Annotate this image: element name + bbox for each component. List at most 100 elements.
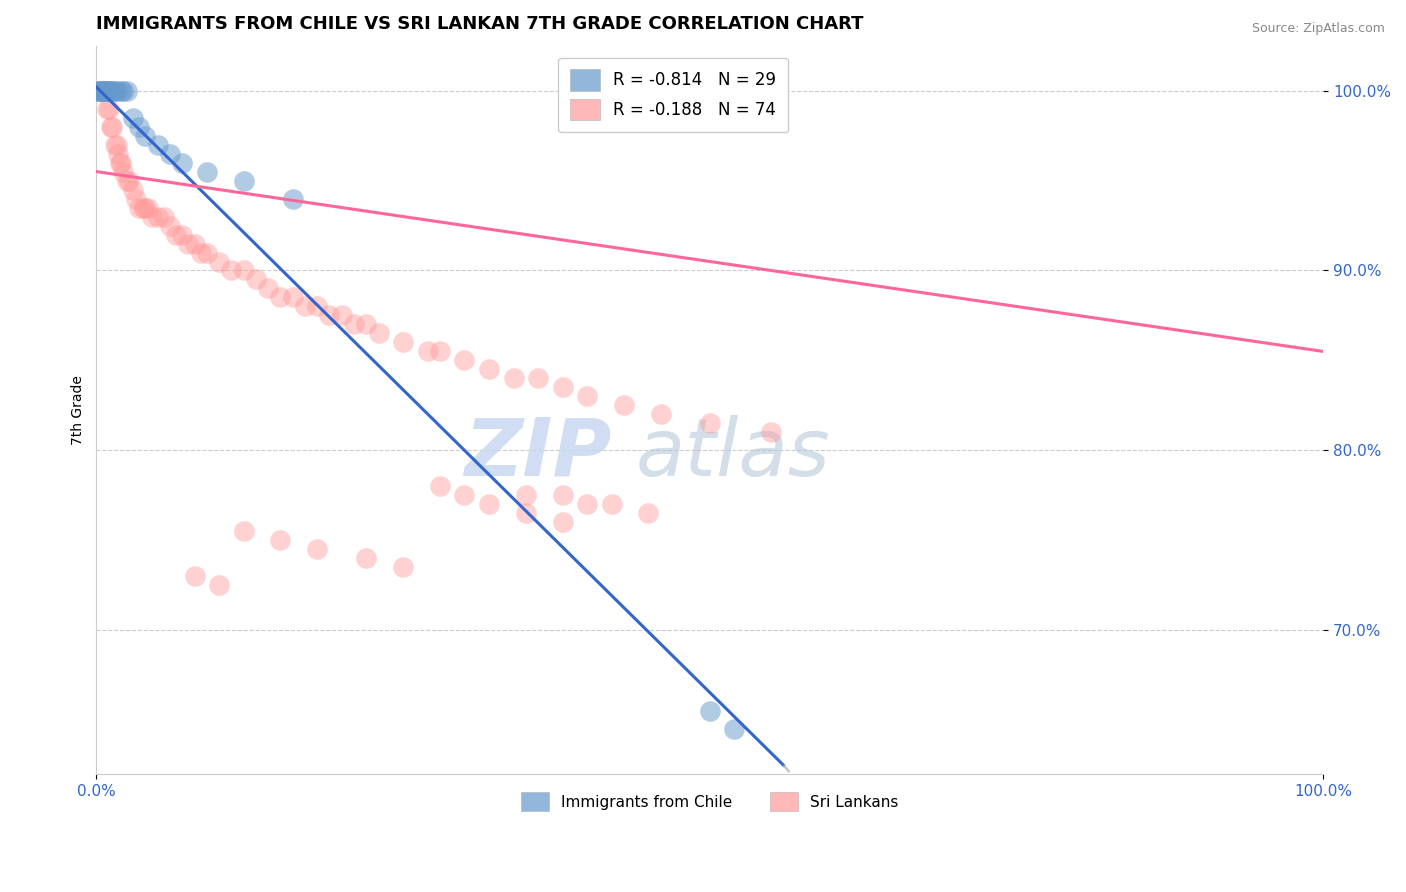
Point	[122, 111, 145, 125]
Point	[136, 201, 159, 215]
Point	[101, 84, 124, 98]
Point	[172, 227, 194, 242]
Point	[108, 155, 131, 169]
Point	[515, 506, 537, 520]
Point	[232, 263, 254, 277]
Point	[453, 353, 475, 368]
Point	[195, 245, 218, 260]
Point	[100, 84, 122, 98]
Point	[94, 84, 117, 98]
Point	[221, 263, 243, 277]
Point	[576, 389, 599, 403]
Point	[96, 84, 118, 98]
Point	[115, 173, 138, 187]
Point	[699, 417, 721, 431]
Point	[91, 84, 114, 98]
Point	[392, 560, 415, 574]
Point	[551, 516, 574, 530]
Point	[100, 120, 122, 134]
Point	[245, 272, 267, 286]
Point	[232, 173, 254, 187]
Point	[91, 84, 114, 98]
Point	[392, 335, 415, 350]
Point	[122, 183, 145, 197]
Point	[195, 164, 218, 178]
Point	[613, 398, 636, 412]
Point	[105, 137, 128, 152]
Point	[110, 84, 132, 98]
Point	[146, 137, 169, 152]
Point	[269, 290, 291, 304]
Point	[104, 84, 127, 98]
Point	[318, 309, 340, 323]
Point	[159, 146, 181, 161]
Point	[307, 300, 329, 314]
Point	[208, 578, 231, 592]
Point	[294, 300, 316, 314]
Point	[183, 236, 205, 251]
Point	[93, 84, 115, 98]
Point	[269, 533, 291, 548]
Point	[124, 192, 146, 206]
Point	[146, 210, 169, 224]
Point	[551, 488, 574, 502]
Point	[112, 164, 135, 178]
Point	[281, 290, 304, 304]
Point	[96, 102, 118, 116]
Point	[118, 173, 141, 187]
Point	[330, 309, 353, 323]
Point	[367, 326, 389, 341]
Point	[101, 120, 124, 134]
Point	[723, 722, 745, 736]
Point	[307, 542, 329, 557]
Point	[600, 497, 623, 511]
Point	[232, 524, 254, 539]
Point	[132, 201, 155, 215]
Point	[478, 362, 501, 376]
Point	[110, 155, 132, 169]
Point	[502, 371, 524, 385]
Text: IMMIGRANTS FROM CHILE VS SRI LANKAN 7TH GRADE CORRELATION CHART: IMMIGRANTS FROM CHILE VS SRI LANKAN 7TH …	[97, 15, 863, 33]
Point	[153, 210, 176, 224]
Point	[343, 318, 366, 332]
Point	[96, 84, 118, 98]
Y-axis label: 7th Grade: 7th Grade	[72, 375, 86, 445]
Point	[257, 281, 280, 295]
Point	[86, 84, 108, 98]
Point	[453, 488, 475, 502]
Point	[177, 236, 200, 251]
Point	[650, 408, 672, 422]
Point	[159, 219, 181, 233]
Point	[112, 84, 135, 98]
Legend: Immigrants from Chile, Sri Lankans: Immigrants from Chile, Sri Lankans	[515, 786, 904, 817]
Point	[128, 120, 150, 134]
Point	[128, 201, 150, 215]
Point	[429, 344, 451, 359]
Point	[134, 128, 156, 143]
Point	[576, 497, 599, 511]
Point	[107, 146, 129, 161]
Point	[183, 569, 205, 583]
Text: atlas: atlas	[636, 415, 831, 492]
Point	[94, 84, 117, 98]
Point	[98, 84, 121, 98]
Point	[356, 318, 378, 332]
Point	[97, 102, 120, 116]
Point	[527, 371, 550, 385]
Point	[637, 506, 659, 520]
Point	[165, 227, 187, 242]
Text: Source: ZipAtlas.com: Source: ZipAtlas.com	[1251, 22, 1385, 36]
Point	[87, 84, 110, 98]
Point	[190, 245, 212, 260]
Point	[90, 84, 112, 98]
Point	[356, 551, 378, 566]
Point	[105, 84, 128, 98]
Point	[699, 704, 721, 718]
Point	[515, 488, 537, 502]
Point	[104, 137, 127, 152]
Point	[551, 380, 574, 394]
Point	[759, 425, 782, 440]
Point	[89, 84, 111, 98]
Point	[141, 210, 163, 224]
Point	[416, 344, 439, 359]
